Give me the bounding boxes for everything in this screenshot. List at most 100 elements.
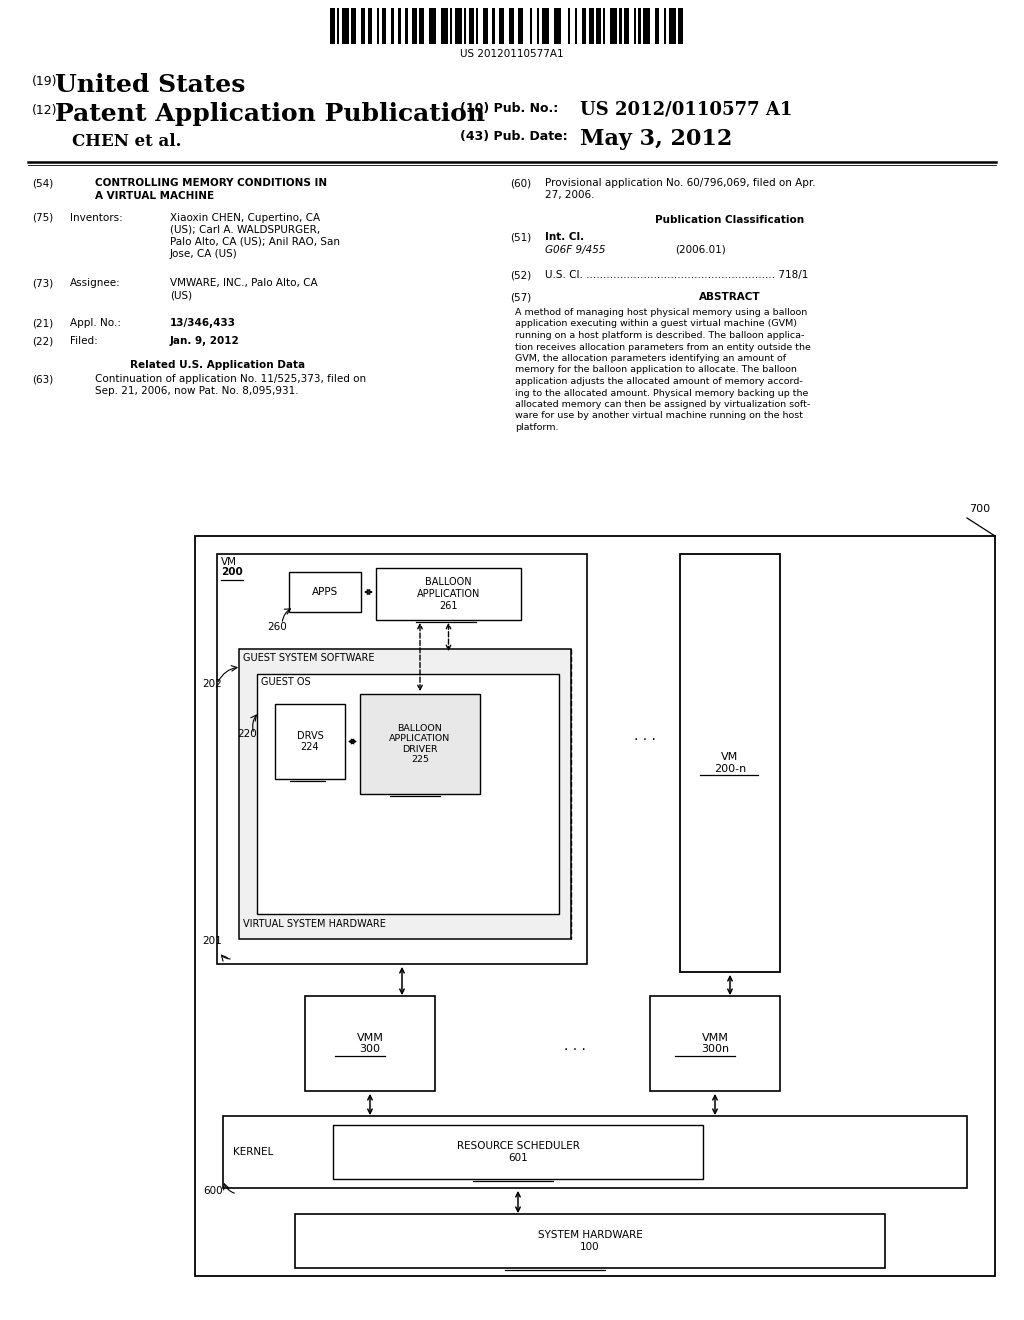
Bar — [360, 8, 366, 44]
Text: Jose, CA (US): Jose, CA (US) — [170, 249, 238, 259]
Text: U.S. Cl. ........................................................ 718/1: U.S. Cl. ...............................… — [545, 271, 808, 280]
Text: 202: 202 — [202, 678, 222, 689]
Text: 13/346,433: 13/346,433 — [170, 318, 236, 327]
Text: ABSTRACT: ABSTRACT — [699, 292, 761, 302]
Bar — [420, 8, 424, 44]
Bar — [500, 8, 504, 44]
Text: Int. Cl.: Int. Cl. — [545, 232, 584, 242]
Text: GUEST SYSTEM SOFTWARE: GUEST SYSTEM SOFTWARE — [243, 653, 375, 663]
Text: VMM
300: VMM 300 — [356, 1032, 383, 1055]
Bar — [483, 8, 487, 44]
Bar — [377, 8, 380, 44]
Bar — [413, 8, 417, 44]
Text: BALLOON
APPLICATION
261: BALLOON APPLICATION 261 — [417, 577, 480, 611]
Bar — [596, 8, 601, 44]
Bar — [638, 8, 641, 44]
Bar — [574, 8, 578, 44]
Text: ware for use by another virtual machine running on the host: ware for use by another virtual machine … — [515, 412, 803, 421]
Text: G06F 9/455: G06F 9/455 — [545, 246, 605, 255]
Text: APPS: APPS — [312, 587, 338, 597]
Text: (12): (12) — [32, 104, 57, 117]
Bar — [223, 1115, 967, 1188]
Bar — [464, 8, 467, 44]
Bar — [680, 554, 780, 972]
Text: (51): (51) — [510, 232, 531, 242]
Bar — [450, 8, 453, 44]
Text: CONTROLLING MEMORY CONDITIONS IN: CONTROLLING MEMORY CONDITIONS IN — [95, 178, 327, 187]
Text: (10) Pub. No.:: (10) Pub. No.: — [460, 102, 558, 115]
Bar — [665, 8, 667, 44]
Text: VM: VM — [221, 557, 237, 568]
Bar — [239, 649, 571, 939]
Text: VM
200-n: VM 200-n — [714, 752, 746, 774]
Text: tion receives allocation parameters from an entity outside the: tion receives allocation parameters from… — [515, 342, 811, 351]
Text: (19): (19) — [32, 75, 57, 88]
Bar — [643, 8, 650, 44]
Bar — [554, 8, 560, 44]
Bar — [351, 8, 356, 44]
Bar — [406, 8, 408, 44]
Text: GVM, the allocation parameters identifying an amount of: GVM, the allocation parameters identifyi… — [515, 354, 786, 363]
Text: Sep. 21, 2006, now Pat. No. 8,095,931.: Sep. 21, 2006, now Pat. No. 8,095,931. — [95, 385, 299, 396]
Bar — [610, 8, 617, 44]
Bar — [398, 8, 400, 44]
Text: application adjusts the allocated amount of memory accord-: application adjusts the allocated amount… — [515, 378, 803, 385]
Bar — [669, 8, 676, 44]
Text: VMM
300n: VMM 300n — [701, 1032, 729, 1055]
Text: Inventors:: Inventors: — [70, 213, 123, 223]
Text: 27, 2006.: 27, 2006. — [545, 190, 595, 201]
Text: Appl. No.:: Appl. No.: — [70, 318, 121, 327]
Text: May 3, 2012: May 3, 2012 — [580, 128, 732, 150]
Text: KERNEL: KERNEL — [233, 1147, 273, 1158]
Text: (43) Pub. Date:: (43) Pub. Date: — [460, 129, 567, 143]
Text: application executing within a guest virtual machine (GVM): application executing within a guest vir… — [515, 319, 797, 329]
Text: 600: 600 — [203, 1185, 222, 1196]
Bar — [295, 1214, 885, 1269]
Bar — [368, 8, 373, 44]
Text: (US): (US) — [170, 290, 193, 300]
Bar — [275, 704, 345, 779]
Text: CHEN et al.: CHEN et al. — [72, 133, 181, 150]
Text: Jan. 9, 2012: Jan. 9, 2012 — [170, 337, 240, 346]
Text: (73): (73) — [32, 279, 53, 288]
Text: 260: 260 — [267, 622, 287, 632]
Bar — [360, 694, 480, 795]
Text: (75): (75) — [32, 213, 53, 223]
Bar — [289, 572, 361, 612]
Bar — [391, 8, 393, 44]
Text: VIRTUAL SYSTEM HARDWARE: VIRTUAL SYSTEM HARDWARE — [243, 919, 386, 929]
Text: (60): (60) — [510, 178, 531, 187]
Text: allocated memory can then be assigned by virtualization soft-: allocated memory can then be assigned by… — [515, 400, 810, 409]
Text: SYSTEM HARDWARE
100: SYSTEM HARDWARE 100 — [538, 1230, 642, 1251]
Bar — [257, 675, 559, 913]
Bar — [195, 536, 995, 1276]
Text: (22): (22) — [32, 337, 53, 346]
Bar — [603, 8, 605, 44]
Text: Related U.S. Application Data: Related U.S. Application Data — [130, 360, 305, 370]
Text: Filed:: Filed: — [70, 337, 97, 346]
Text: (63): (63) — [32, 374, 53, 384]
Bar — [217, 554, 587, 964]
Bar — [634, 8, 636, 44]
Text: RESOURCE SCHEDULER
601: RESOURCE SCHEDULER 601 — [457, 1142, 580, 1163]
Bar — [624, 8, 629, 44]
Text: Continuation of application No. 11/525,373, filed on: Continuation of application No. 11/525,3… — [95, 374, 367, 384]
Text: Assignee:: Assignee: — [70, 279, 121, 288]
Bar — [493, 8, 495, 44]
Text: (54): (54) — [32, 178, 53, 187]
Bar — [342, 8, 349, 44]
Text: 700: 700 — [969, 504, 990, 513]
Text: (57): (57) — [510, 292, 531, 302]
Text: VMWARE, INC., Palo Alto, CA: VMWARE, INC., Palo Alto, CA — [170, 279, 317, 288]
Text: 200: 200 — [221, 568, 243, 577]
Text: Provisional application No. 60/796,069, filed on Apr.: Provisional application No. 60/796,069, … — [545, 178, 816, 187]
Bar — [455, 8, 462, 44]
Bar — [337, 8, 339, 44]
Bar — [518, 8, 523, 44]
Bar — [305, 997, 435, 1092]
Text: A VIRTUAL MACHINE: A VIRTUAL MACHINE — [95, 191, 214, 201]
Bar — [429, 8, 436, 44]
Text: 220: 220 — [237, 729, 257, 739]
Text: 201: 201 — [202, 936, 222, 946]
Text: (US); Carl A. WALDSPURGER,: (US); Carl A. WALDSPURGER, — [170, 224, 321, 235]
